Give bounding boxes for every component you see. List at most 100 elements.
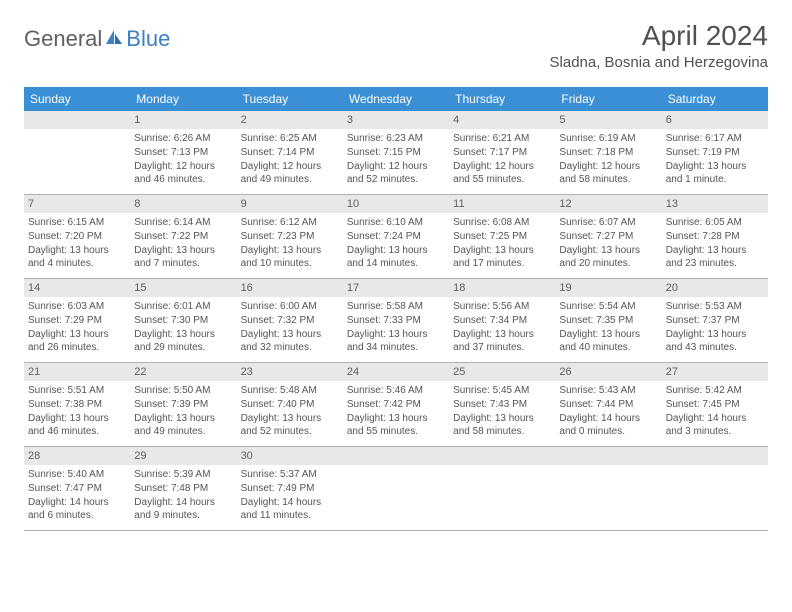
location-label: Sladna, Bosnia and Herzegovina	[550, 54, 768, 71]
daylight-line: Daylight: 13 hours and 7 minutes.	[134, 244, 232, 270]
sunset-line: Sunset: 7:42 PM	[347, 398, 445, 411]
day-info: Sunrise: 6:08 AMSunset: 7:25 PMDaylight:…	[453, 216, 551, 270]
day-number: 14	[24, 279, 130, 297]
daylight-line: Daylight: 13 hours and 32 minutes.	[241, 328, 339, 354]
day-number: 29	[130, 447, 236, 465]
day-cell: 15 Sunrise: 6:01 AMSunset: 7:30 PMDayligh…	[130, 279, 236, 363]
day-number: 23	[237, 363, 343, 381]
day-number: 15	[130, 279, 236, 297]
daylight-line: Daylight: 12 hours and 49 minutes.	[241, 160, 339, 186]
day-info: Sunrise: 5:56 AMSunset: 7:34 PMDaylight:…	[453, 300, 551, 354]
sunset-line: Sunset: 7:23 PM	[241, 230, 339, 243]
day-info: Sunrise: 6:01 AMSunset: 7:30 PMDaylight:…	[134, 300, 232, 354]
day-cell: 6Sunrise: 6:17 AMSunset: 7:19 PMDaylight…	[662, 111, 768, 195]
logo-sail-icon	[104, 28, 124, 51]
day-number: 6	[662, 111, 768, 129]
day-number: 4	[449, 111, 555, 129]
sunrise-line: Sunrise: 5:42 AM	[666, 384, 764, 397]
day-info: Sunrise: 6:00 AMSunset: 7:32 PMDaylight:…	[241, 300, 339, 354]
day-cell: 18 Sunrise: 5:56 AMSunset: 7:34 PMDayligh…	[449, 279, 555, 363]
sunrise-line: Sunrise: 6:00 AM	[241, 300, 339, 313]
daylight-line: Daylight: 13 hours and 23 minutes.	[666, 244, 764, 270]
sunrise-line: Sunrise: 6:10 AM	[347, 216, 445, 229]
day-info: Sunrise: 5:48 AMSunset: 7:40 PMDaylight:…	[241, 384, 339, 438]
empty-cell	[24, 111, 130, 195]
sunset-line: Sunset: 7:20 PM	[28, 230, 126, 243]
sunrise-line: Sunrise: 5:53 AM	[666, 300, 764, 313]
day-header: Thursday	[449, 87, 555, 111]
sunset-line: Sunset: 7:44 PM	[559, 398, 657, 411]
day-number-empty	[555, 447, 661, 465]
daylight-line: Daylight: 13 hours and 46 minutes.	[28, 412, 126, 438]
day-number: 7	[24, 195, 130, 213]
sunset-line: Sunset: 7:40 PM	[241, 398, 339, 411]
daylight-line: Daylight: 13 hours and 43 minutes.	[666, 328, 764, 354]
daylight-line: Daylight: 13 hours and 4 minutes.	[28, 244, 126, 270]
sunrise-line: Sunrise: 6:21 AM	[453, 132, 551, 145]
day-number: 28	[24, 447, 130, 465]
day-cell: 29Sunrise: 5:39 AMSunset: 7:48 PMDayligh…	[130, 447, 236, 531]
sunrise-line: Sunrise: 6:03 AM	[28, 300, 126, 313]
empty-cell	[449, 447, 555, 531]
sunrise-line: Sunrise: 6:08 AM	[453, 216, 551, 229]
sunset-line: Sunset: 7:24 PM	[347, 230, 445, 243]
day-number: 19	[555, 279, 661, 297]
daylight-line: Daylight: 14 hours and 0 minutes.	[559, 412, 657, 438]
sunset-line: Sunset: 7:27 PM	[559, 230, 657, 243]
day-number-empty	[24, 111, 130, 129]
sunset-line: Sunset: 7:28 PM	[666, 230, 764, 243]
logo-text-general: General	[24, 26, 102, 52]
sunrise-line: Sunrise: 6:14 AM	[134, 216, 232, 229]
sunset-line: Sunset: 7:35 PM	[559, 314, 657, 327]
daylight-line: Daylight: 13 hours and 20 minutes.	[559, 244, 657, 270]
sunset-line: Sunset: 7:25 PM	[453, 230, 551, 243]
sunrise-line: Sunrise: 5:51 AM	[28, 384, 126, 397]
daylight-line: Daylight: 12 hours and 58 minutes.	[559, 160, 657, 186]
sunset-line: Sunset: 7:17 PM	[453, 146, 551, 159]
daylight-line: Daylight: 13 hours and 40 minutes.	[559, 328, 657, 354]
daylight-line: Daylight: 13 hours and 37 minutes.	[453, 328, 551, 354]
day-header: Wednesday	[343, 87, 449, 111]
sunset-line: Sunset: 7:29 PM	[28, 314, 126, 327]
day-cell: 17Sunrise: 5:58 AMSunset: 7:33 PMDayligh…	[343, 279, 449, 363]
sunrise-line: Sunrise: 5:48 AM	[241, 384, 339, 397]
daylight-line: Daylight: 14 hours and 3 minutes.	[666, 412, 764, 438]
day-cell: 8Sunrise: 6:14 AMSunset: 7:22 PMDaylight…	[130, 195, 236, 279]
day-info: Sunrise: 6:07 AMSunset: 7:27 PMDaylight:…	[559, 216, 657, 270]
day-info: Sunrise: 5:37 AMSunset: 7:49 PMDaylight:…	[241, 468, 339, 522]
daylight-line: Daylight: 13 hours and 52 minutes.	[241, 412, 339, 438]
day-number: 18	[449, 279, 555, 297]
day-number: 26	[555, 363, 661, 381]
calendar-grid: SundayMondayTuesdayWednesdayThursdayFrid…	[24, 87, 768, 531]
day-cell: 19Sunrise: 5:54 AMSunset: 7:35 PMDayligh…	[555, 279, 661, 363]
day-header: Sunday	[24, 87, 130, 111]
sunset-line: Sunset: 7:43 PM	[453, 398, 551, 411]
day-number: 5	[555, 111, 661, 129]
day-number-empty	[662, 447, 768, 465]
day-cell: 26Sunrise: 5:43 AMSunset: 7:44 PMDayligh…	[555, 363, 661, 447]
day-number: 9	[237, 195, 343, 213]
daylight-line: Daylight: 12 hours and 46 minutes.	[134, 160, 232, 186]
day-number: 13	[662, 195, 768, 213]
daylight-line: Daylight: 13 hours and 49 minutes.	[134, 412, 232, 438]
day-cell: 22Sunrise: 5:50 AMSunset: 7:39 PMDayligh…	[130, 363, 236, 447]
sunrise-line: Sunrise: 6:01 AM	[134, 300, 232, 313]
day-number: 17	[343, 279, 449, 297]
day-number: 11	[449, 195, 555, 213]
daylight-line: Daylight: 12 hours and 52 minutes.	[347, 160, 445, 186]
sunrise-line: Sunrise: 6:07 AM	[559, 216, 657, 229]
day-info: Sunrise: 5:53 AMSunset: 7:37 PMDaylight:…	[666, 300, 764, 354]
day-info: Sunrise: 6:03 AMSunset: 7:29 PMDaylight:…	[28, 300, 126, 354]
empty-cell	[555, 447, 661, 531]
day-header: Monday	[130, 87, 236, 111]
day-number: 25	[449, 363, 555, 381]
empty-cell	[343, 447, 449, 531]
day-info: Sunrise: 6:15 AMSunset: 7:20 PMDaylight:…	[28, 216, 126, 270]
day-cell: 10Sunrise: 6:10 AMSunset: 7:24 PMDayligh…	[343, 195, 449, 279]
sunrise-line: Sunrise: 6:15 AM	[28, 216, 126, 229]
sunset-line: Sunset: 7:37 PM	[666, 314, 764, 327]
day-number: 20	[662, 279, 768, 297]
sunrise-line: Sunrise: 6:12 AM	[241, 216, 339, 229]
day-number: 21	[24, 363, 130, 381]
day-cell: 4Sunrise: 6:21 AMSunset: 7:17 PMDaylight…	[449, 111, 555, 195]
